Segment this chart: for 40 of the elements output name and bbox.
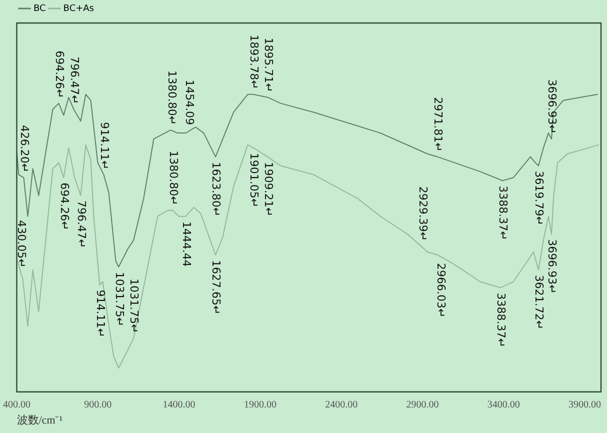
x-tick-label: 2400.00 — [325, 399, 358, 410]
x-tick-label: 900.00 — [84, 399, 112, 410]
annotation: 1909.21↵ — [262, 162, 275, 217]
annotation: 914.11↵ — [94, 290, 107, 338]
x-tick-label: 1400.00 — [162, 399, 196, 410]
x-axis-title: 波数/cm⁻¹ — [16, 413, 63, 426]
annotation: 430.05↵ — [14, 220, 28, 268]
annotation: 1444.44 — [180, 221, 193, 267]
annotation: 1627.65↵ — [210, 260, 223, 315]
annotation: 2966.03↵ — [434, 262, 448, 318]
annotation: 3696.93↵ — [546, 79, 559, 134]
annotation: 1454.09 — [182, 80, 196, 126]
x-tick-label: 3900.00 — [568, 399, 602, 410]
annotation: 3388.37↵ — [496, 186, 510, 240]
x-tick-label: 1900.00 — [244, 399, 276, 410]
annotation: 2971.81↵ — [432, 97, 445, 152]
annotation: 3696.93↵ — [546, 239, 559, 294]
annotation: 1623.80↵ — [210, 162, 223, 217]
annotation: 426.20↵ — [18, 124, 31, 173]
annotation: 2929.39↵ — [416, 186, 430, 242]
annotation: 1031.75↵ — [112, 272, 126, 327]
annotation: 1031.75↵ — [128, 278, 141, 334]
annotation: 1380.80↵ — [166, 70, 179, 126]
x-tick-label: 3400.00 — [487, 399, 520, 410]
annotation: 796.47↵ — [68, 56, 81, 104]
annotation: 3621.72↵ — [532, 274, 546, 330]
annotation: 694.26↵ — [58, 182, 71, 230]
annotation: 3619.79↵ — [532, 170, 546, 226]
annotation: 1901.05↵ — [248, 152, 261, 208]
legend-label: BC+As — [63, 4, 94, 14]
annotation: 3388.37↵ — [494, 292, 508, 348]
annotation: 1380.80↵ — [166, 150, 180, 206]
legend-label: BC — [34, 4, 46, 14]
annotation: 1893.78↵ — [248, 34, 261, 90]
annotation: 1895.71↵ — [262, 38, 275, 92]
annotation: 796.47↵ — [74, 200, 88, 248]
x-tick-label: 2900.00 — [406, 399, 439, 410]
annotation: 694.26↵ — [52, 50, 66, 98]
annotation: 914.11↵ — [98, 122, 111, 170]
x-tick-label: 400.00 — [3, 399, 30, 410]
